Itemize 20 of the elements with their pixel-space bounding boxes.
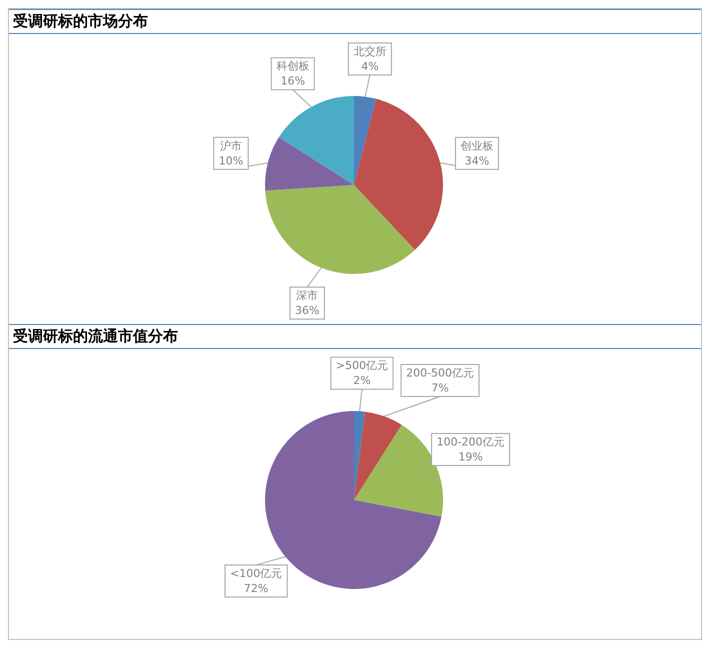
data-label: 4% xyxy=(361,60,379,73)
text: 受调研标的流通市值分布 xyxy=(9,325,701,349)
data-label: 16% xyxy=(280,74,306,88)
slice-label: <100亿元 xyxy=(230,566,282,580)
slice-label: 北交所 xyxy=(353,44,386,58)
text: 受调研标的市场分布 xyxy=(9,10,701,34)
data-label: 34% xyxy=(464,154,490,168)
slice-label: 100-200亿元 xyxy=(436,435,505,448)
data-label: 36% xyxy=(295,304,320,317)
slice-label: >500亿元 xyxy=(336,359,388,372)
data-label: 19% xyxy=(458,450,483,464)
slice-label: 科创板 xyxy=(276,60,310,73)
data-label: 7% xyxy=(431,381,449,394)
data-label: 72% xyxy=(244,582,268,595)
slice-label: 200-500亿元 xyxy=(406,366,474,380)
slice-label: 沪市 xyxy=(220,139,242,152)
data-label: 10% xyxy=(218,154,244,168)
slice-label: 深市 xyxy=(296,288,318,302)
data-label: 2% xyxy=(353,374,371,388)
slice-label: 创业板 xyxy=(460,139,494,152)
